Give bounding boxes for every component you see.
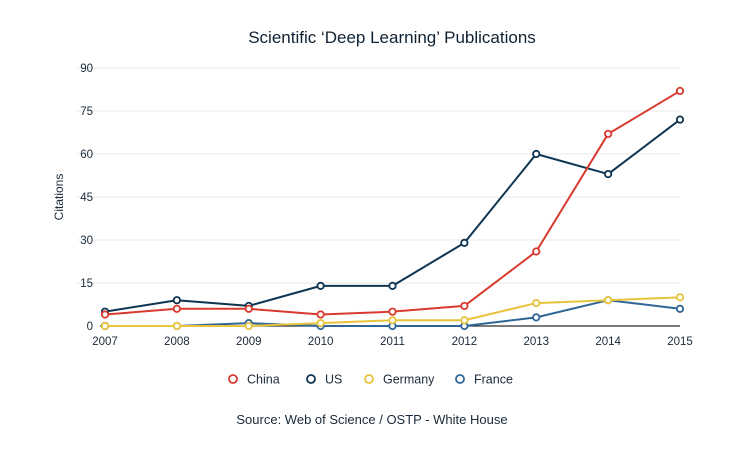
y-tick-label: 90 — [80, 63, 93, 75]
legend-marker-us — [306, 374, 316, 384]
data-point-us — [532, 149, 541, 159]
grid — [77, 67, 680, 327]
data-point-us — [172, 296, 181, 305]
legend-marker-china — [228, 374, 238, 384]
data-point-france — [532, 313, 541, 322]
data-point-germany — [532, 298, 541, 308]
data-point-germany — [316, 319, 325, 328]
legend-marker-france — [455, 374, 465, 384]
y-tick-label: 45 — [80, 192, 93, 204]
chart-title: Scientific ‘Deep Learning’ Publications — [248, 28, 536, 47]
x-tick-label: 2009 — [236, 336, 262, 348]
series-line-china — [104, 90, 681, 316]
data-point-us — [604, 169, 613, 179]
legend-item-us[interactable]: US — [306, 373, 342, 387]
data-point-china — [244, 304, 253, 313]
data-point-us — [388, 281, 397, 290]
series — [100, 86, 685, 331]
data-point-china — [388, 307, 397, 316]
legend[interactable]: China US Germany France — [228, 373, 513, 387]
series-germany — [100, 293, 685, 331]
series-china — [100, 86, 685, 319]
y-tick-label: 0 — [87, 321, 93, 333]
data-point-china — [604, 129, 613, 139]
series-us — [100, 115, 685, 316]
x-tick-label: 2015 — [667, 336, 693, 348]
legend-label-france: France — [474, 373, 513, 387]
data-point-france — [675, 304, 685, 313]
data-point-china — [532, 247, 541, 256]
x-axis-ticks: 2007 2008 2009 2010 2011 2012 2013 2014 2015 — [92, 336, 693, 348]
data-point-germany — [100, 321, 110, 331]
data-point-china — [100, 310, 110, 319]
y-axis-label: Citations — [52, 174, 66, 221]
legend-label-germany: Germany — [383, 373, 435, 387]
y-tick-label: 60 — [80, 149, 93, 161]
x-tick-label: 2008 — [164, 336, 190, 348]
x-tick-label: 2007 — [92, 336, 118, 348]
legend-item-china[interactable]: China — [228, 373, 280, 387]
y-tick-label: 75 — [80, 106, 93, 118]
data-point-us — [316, 281, 325, 290]
legend-label-us: US — [325, 373, 342, 387]
data-point-germany — [675, 293, 685, 302]
data-point-us — [675, 115, 685, 124]
data-point-china — [460, 301, 469, 311]
data-point-germany — [244, 321, 253, 331]
data-point-germany — [604, 296, 613, 305]
legend-label-china: China — [247, 373, 280, 387]
y-axis-ticks: 0 15 30 45 60 75 90 — [80, 63, 93, 333]
x-tick-label: 2013 — [523, 336, 549, 348]
legend-item-france[interactable]: France — [455, 373, 513, 387]
x-tick-label: 2012 — [452, 336, 478, 348]
x-tick-label: 2010 — [308, 336, 334, 348]
data-point-china — [675, 86, 685, 96]
data-point-germany — [388, 316, 397, 325]
x-tick-label: 2011 — [380, 336, 405, 348]
legend-marker-germany — [364, 374, 374, 384]
source-note: Source: Web of Science / OSTP - White Ho… — [236, 412, 507, 427]
data-point-germany — [460, 316, 469, 325]
y-tick-label: 15 — [80, 278, 93, 290]
legend-item-germany[interactable]: Germany — [364, 373, 435, 387]
data-point-china — [316, 310, 325, 319]
y-tick-label: 30 — [80, 235, 93, 247]
data-point-us — [460, 238, 469, 247]
data-point-germany — [172, 321, 181, 331]
x-tick-label: 2014 — [595, 336, 621, 348]
data-point-china — [172, 304, 181, 313]
